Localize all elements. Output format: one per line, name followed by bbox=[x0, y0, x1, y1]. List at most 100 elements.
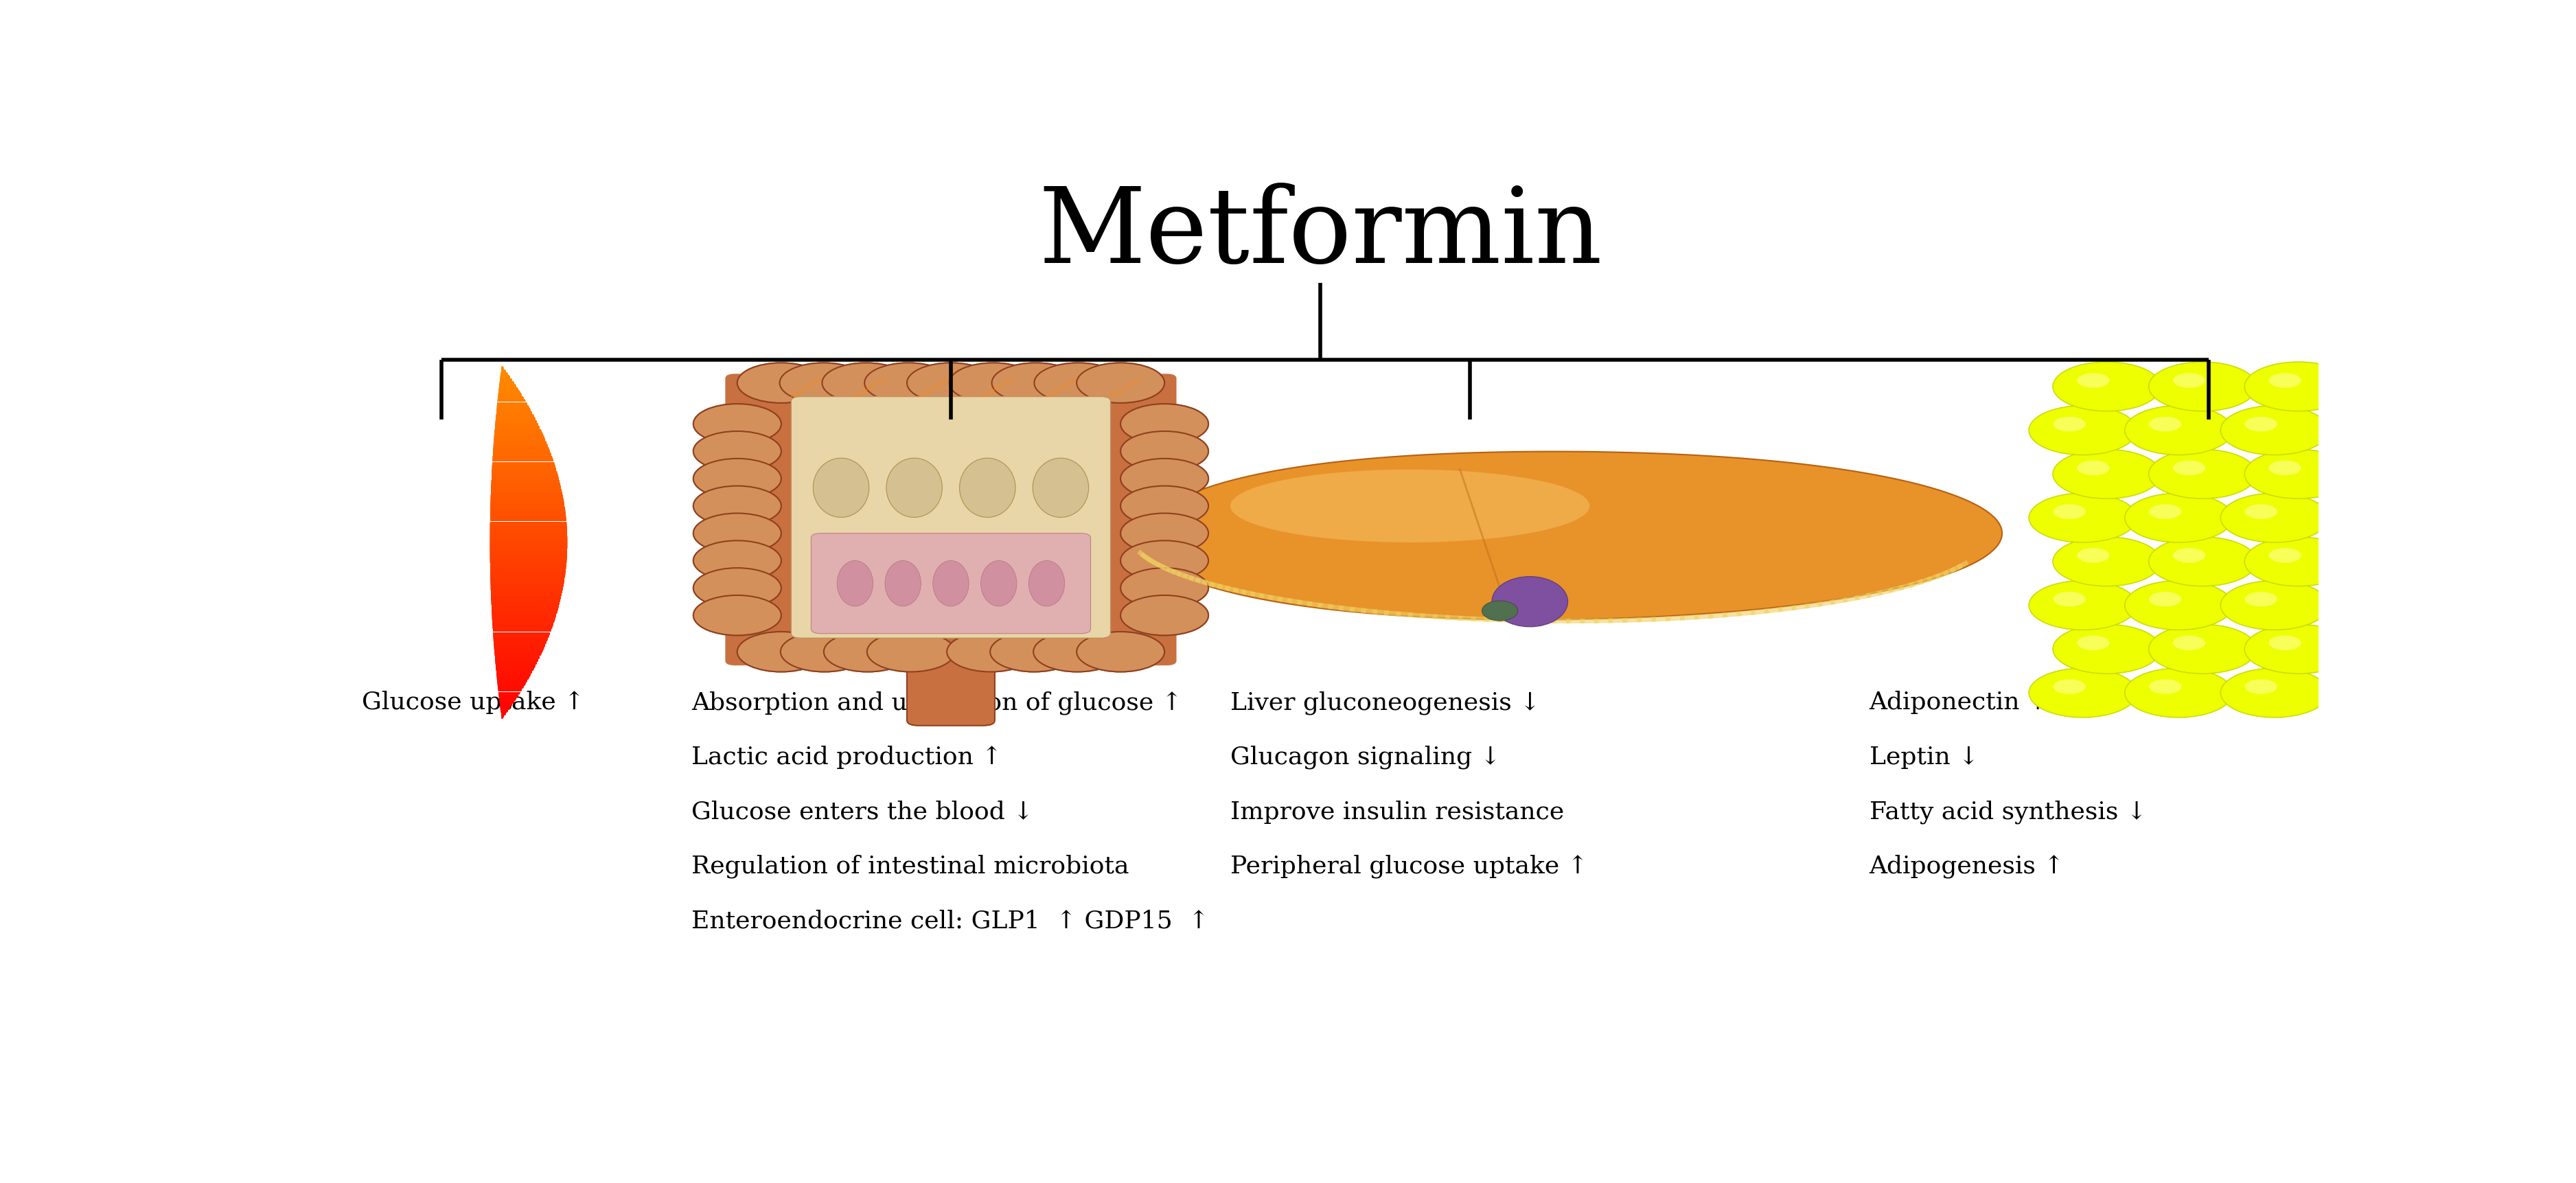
Bar bbox=[489, 510, 567, 513]
Bar bbox=[502, 716, 505, 719]
Circle shape bbox=[1121, 541, 1208, 581]
FancyBboxPatch shape bbox=[811, 534, 1090, 634]
Circle shape bbox=[2221, 581, 2329, 631]
Circle shape bbox=[693, 432, 781, 472]
Circle shape bbox=[1121, 432, 1208, 472]
Bar bbox=[495, 424, 538, 426]
Circle shape bbox=[948, 632, 1036, 672]
Circle shape bbox=[822, 363, 909, 403]
Circle shape bbox=[781, 363, 868, 403]
Bar bbox=[500, 696, 518, 698]
Circle shape bbox=[1033, 363, 1123, 403]
Circle shape bbox=[2148, 450, 2257, 499]
Bar bbox=[492, 596, 562, 600]
Bar bbox=[489, 525, 567, 528]
Bar bbox=[492, 594, 562, 596]
Bar bbox=[497, 677, 528, 680]
Circle shape bbox=[2148, 625, 2257, 674]
Text: Adipogenesis ↑: Adipogenesis ↑ bbox=[1870, 854, 2063, 878]
Circle shape bbox=[2221, 406, 2329, 455]
Bar bbox=[489, 555, 567, 557]
Bar bbox=[500, 713, 505, 716]
Bar bbox=[497, 406, 528, 408]
Circle shape bbox=[2244, 362, 2352, 412]
Bar bbox=[500, 704, 513, 707]
Circle shape bbox=[2269, 374, 2300, 388]
Text: Adiponectin ↑: Adiponectin ↑ bbox=[1870, 691, 2048, 713]
Circle shape bbox=[1033, 632, 1121, 672]
Bar bbox=[492, 457, 551, 459]
Bar bbox=[492, 629, 551, 632]
Bar bbox=[495, 420, 536, 424]
Bar bbox=[492, 635, 549, 639]
Bar bbox=[500, 369, 505, 373]
Circle shape bbox=[1121, 595, 1208, 635]
Bar bbox=[489, 537, 567, 539]
Circle shape bbox=[2076, 549, 2110, 563]
Bar bbox=[495, 668, 533, 671]
Bar bbox=[489, 561, 567, 563]
Ellipse shape bbox=[1481, 601, 1517, 621]
Bar bbox=[489, 504, 564, 508]
Circle shape bbox=[2148, 592, 2182, 607]
Bar bbox=[492, 489, 562, 492]
Bar bbox=[492, 451, 551, 453]
Circle shape bbox=[693, 459, 781, 499]
Circle shape bbox=[693, 486, 781, 526]
Circle shape bbox=[2125, 406, 2233, 455]
Bar bbox=[489, 519, 567, 522]
Circle shape bbox=[693, 595, 781, 635]
Circle shape bbox=[781, 363, 868, 403]
Circle shape bbox=[693, 541, 781, 581]
Bar bbox=[495, 645, 546, 647]
Ellipse shape bbox=[1492, 577, 1569, 627]
Bar bbox=[489, 513, 567, 516]
Bar bbox=[497, 394, 523, 396]
Circle shape bbox=[1121, 568, 1208, 608]
Circle shape bbox=[737, 632, 824, 672]
Bar bbox=[489, 545, 567, 549]
Bar bbox=[489, 584, 564, 588]
Ellipse shape bbox=[837, 561, 873, 607]
Circle shape bbox=[2125, 668, 2233, 718]
Circle shape bbox=[822, 363, 909, 403]
Text: Metformin: Metformin bbox=[1038, 183, 1602, 285]
Text: Liver gluconeogenesis ↓: Liver gluconeogenesis ↓ bbox=[1231, 691, 1540, 715]
Bar bbox=[492, 474, 559, 477]
Circle shape bbox=[2030, 406, 2136, 455]
Circle shape bbox=[2030, 668, 2136, 718]
Bar bbox=[495, 418, 536, 420]
Text: Peripheral glucose uptake ↑: Peripheral glucose uptake ↑ bbox=[1231, 854, 1587, 878]
Ellipse shape bbox=[814, 459, 868, 518]
Bar bbox=[495, 651, 544, 653]
Bar bbox=[489, 570, 567, 573]
Ellipse shape bbox=[886, 561, 922, 607]
Circle shape bbox=[737, 363, 824, 403]
Bar bbox=[492, 606, 559, 608]
Bar bbox=[492, 463, 554, 465]
Circle shape bbox=[693, 486, 781, 526]
Circle shape bbox=[2148, 679, 2182, 694]
Bar bbox=[492, 612, 556, 614]
Circle shape bbox=[2221, 493, 2329, 543]
Circle shape bbox=[992, 363, 1079, 403]
Bar bbox=[500, 388, 518, 390]
Circle shape bbox=[2030, 581, 2136, 631]
Circle shape bbox=[1121, 541, 1208, 581]
Circle shape bbox=[2174, 461, 2205, 476]
Bar bbox=[495, 657, 541, 659]
Bar bbox=[489, 576, 564, 578]
Circle shape bbox=[2244, 450, 2352, 499]
Circle shape bbox=[824, 632, 912, 672]
Bar bbox=[500, 382, 515, 384]
Bar bbox=[489, 590, 562, 594]
Circle shape bbox=[693, 595, 781, 635]
Bar bbox=[497, 680, 528, 683]
Text: Glucose uptake ↑: Glucose uptake ↑ bbox=[361, 691, 585, 713]
Circle shape bbox=[866, 363, 953, 403]
Circle shape bbox=[2125, 581, 2233, 631]
Circle shape bbox=[2030, 493, 2136, 543]
Text: Leptin ↓: Leptin ↓ bbox=[1870, 745, 1978, 769]
Bar bbox=[492, 459, 554, 463]
Bar bbox=[497, 400, 526, 402]
